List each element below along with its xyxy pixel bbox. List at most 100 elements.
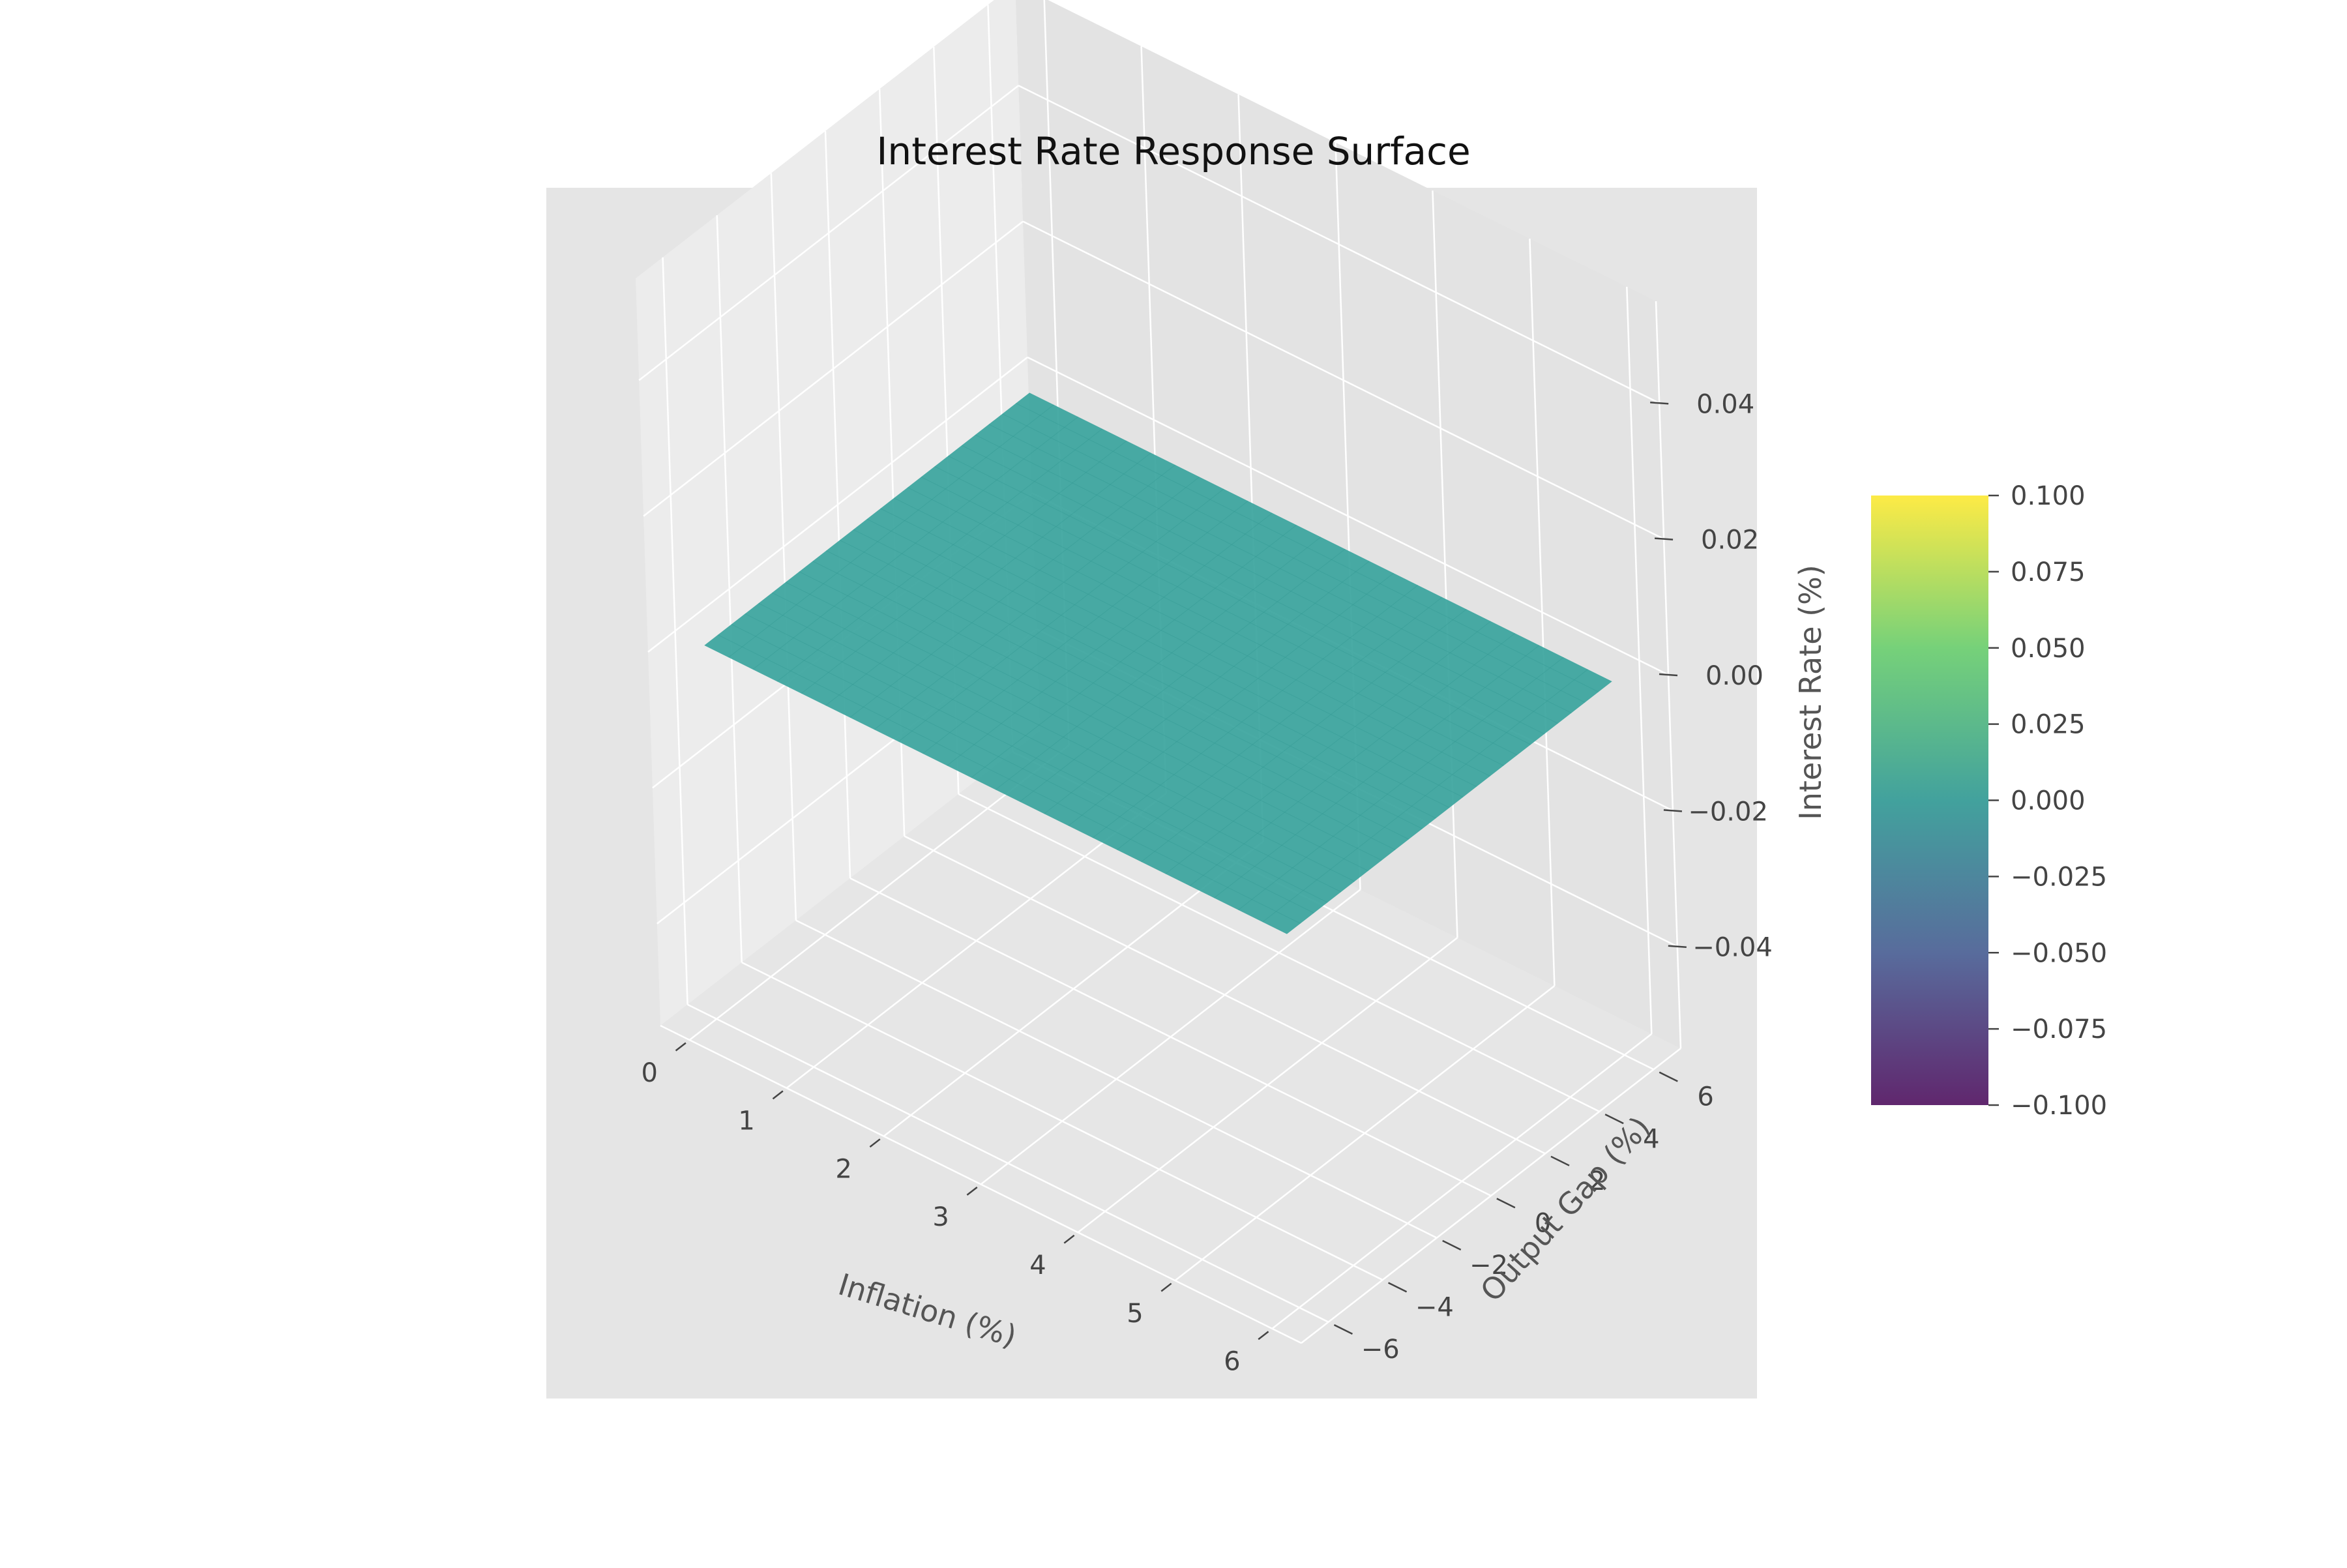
z-tick bbox=[1668, 945, 1687, 948]
y-tick-label: 0 bbox=[1535, 1208, 1551, 1238]
z-tick bbox=[1650, 402, 1669, 405]
x-tick bbox=[1160, 1282, 1172, 1292]
colorbar-tick-label: −0.025 bbox=[2011, 862, 2107, 892]
surface-mesh-line bbox=[1141, 609, 1467, 863]
x-tick-label: 0 bbox=[641, 1058, 657, 1088]
surface-mesh-line bbox=[921, 477, 1504, 766]
surface-mesh-line bbox=[894, 497, 1477, 788]
z-tick bbox=[1663, 809, 1682, 812]
grid-line-y-floor bbox=[687, 1003, 1329, 1323]
colorbar-tick-label: 0.100 bbox=[2011, 481, 2086, 511]
y-tick-label: −2 bbox=[1469, 1250, 1508, 1280]
z-tick-label: −0.04 bbox=[1692, 933, 1773, 963]
surface-mesh-line bbox=[826, 550, 1410, 840]
y-tick bbox=[1496, 1198, 1516, 1209]
surface-mesh-line bbox=[785, 582, 1368, 872]
z-axis-label: Interest Rate (%) bbox=[1793, 565, 1828, 820]
x-axis: 0 1 2 3 4 5 6 bbox=[641, 1024, 1302, 1377]
surface-mesh-line bbox=[825, 452, 1151, 706]
x-tick bbox=[966, 1186, 978, 1196]
response-surface bbox=[704, 392, 1612, 934]
grid-line-y-floor bbox=[958, 793, 1600, 1112]
surface-mesh-line bbox=[717, 634, 1301, 924]
z-tick bbox=[1655, 537, 1674, 540]
surface-mesh-line bbox=[839, 539, 1423, 829]
surface-mesh-line bbox=[923, 501, 1248, 754]
surface-mesh-line bbox=[1189, 632, 1516, 887]
grid-line-z-left bbox=[647, 357, 1028, 653]
surface-mesh-line bbox=[849, 464, 1175, 718]
y-tick bbox=[1333, 1324, 1353, 1335]
y-tick bbox=[1604, 1114, 1624, 1125]
surface-mesh-line bbox=[866, 518, 1450, 808]
surface-mesh-line bbox=[971, 524, 1297, 778]
surface-mesh-line bbox=[752, 416, 1078, 670]
colorbar-tick-label: 0.025 bbox=[2011, 710, 2086, 740]
chart-title: Interest Rate Response Surface bbox=[876, 129, 1471, 173]
surface-mesh-line bbox=[801, 440, 1127, 694]
surface-mesh-line bbox=[988, 424, 1572, 714]
surface-mesh-line bbox=[1002, 413, 1586, 703]
surface-mesh-line bbox=[745, 613, 1328, 903]
grid-line-z-left bbox=[643, 220, 1024, 517]
surface-mesh-line bbox=[948, 455, 1531, 745]
surface-mesh-line bbox=[1116, 597, 1443, 850]
colorbar-tick-label: 0.000 bbox=[2011, 786, 2086, 816]
surface-mesh-line bbox=[1262, 669, 1588, 923]
y-axis: −6 −4 −2 0 2 4 6 bbox=[1301, 1048, 1714, 1365]
x-tick-label: 1 bbox=[738, 1106, 754, 1136]
z-tick-label: −0.02 bbox=[1688, 797, 1768, 827]
surface-mesh-line bbox=[975, 434, 1558, 724]
surface-mesh-line bbox=[1238, 657, 1564, 911]
surface-mesh-line bbox=[934, 466, 1518, 756]
grid-line-z-right bbox=[1027, 356, 1669, 676]
surface-mesh-line bbox=[1068, 572, 1394, 826]
surface-mesh-line bbox=[1213, 645, 1540, 898]
surface-mesh-line bbox=[907, 487, 1490, 777]
surface-mesh-line bbox=[758, 602, 1342, 893]
x-tick-label: 2 bbox=[835, 1154, 851, 1184]
z-tick-label: 0.00 bbox=[1705, 661, 1764, 691]
z-tick-label: 0.04 bbox=[1696, 389, 1754, 419]
z-axis: −0.04 −0.02 0.00 0.02 0.04 bbox=[1650, 301, 1773, 1049]
grid-line-z-right bbox=[1018, 85, 1660, 404]
grid-line-y-floor bbox=[795, 919, 1438, 1239]
x-axis-line bbox=[660, 1024, 1302, 1344]
surface-mesh-line bbox=[812, 561, 1396, 850]
colorbar-tick-label: −0.100 bbox=[2011, 1091, 2107, 1121]
grid-line-z-right bbox=[1022, 220, 1664, 540]
y-tick-label: −6 bbox=[1361, 1335, 1400, 1365]
surface-mesh-line bbox=[1019, 548, 1346, 803]
y-tick-label: 4 bbox=[1643, 1124, 1659, 1154]
grid-line-z-left bbox=[638, 85, 1019, 381]
x-tick-label: 5 bbox=[1127, 1299, 1143, 1329]
x-tick-label: 3 bbox=[932, 1202, 949, 1232]
surface-mesh-line bbox=[1092, 585, 1419, 838]
x-tick bbox=[772, 1090, 784, 1100]
y-tick-label: 6 bbox=[1697, 1082, 1713, 1112]
surface-mesh-line bbox=[728, 404, 1054, 658]
surface-mesh-line bbox=[898, 488, 1224, 742]
y-tick-label: −4 bbox=[1415, 1293, 1454, 1323]
colorbar-bar bbox=[1871, 496, 1988, 1105]
z-tick bbox=[1659, 673, 1678, 677]
colorbar: 0.100 0.075 0.050 0.025 0.000 −0.025 −0.050 −0.… bbox=[1871, 481, 2107, 1121]
y-axis-line bbox=[1301, 1048, 1681, 1344]
grid-line-y-floor bbox=[849, 877, 1492, 1197]
colorbar-tick-label: 0.050 bbox=[2011, 634, 2086, 664]
surface-mesh-line bbox=[771, 592, 1355, 882]
surface-mesh-line bbox=[731, 624, 1314, 913]
grid-line-y-floor bbox=[741, 962, 1383, 1281]
surface-mesh-line bbox=[1044, 561, 1370, 814]
y-tick bbox=[1442, 1239, 1462, 1250]
x-tick-label: 6 bbox=[1224, 1347, 1240, 1377]
z-tick-label: 0.02 bbox=[1701, 525, 1759, 555]
surface-mesh-line bbox=[1016, 403, 1599, 692]
grid-line-y-floor bbox=[904, 835, 1546, 1155]
y-tick bbox=[1550, 1155, 1570, 1166]
surface-mesh-line bbox=[947, 512, 1273, 766]
surface-mesh-line bbox=[880, 508, 1464, 798]
x-tick bbox=[675, 1042, 686, 1052]
surface-mesh-line bbox=[874, 477, 1200, 730]
